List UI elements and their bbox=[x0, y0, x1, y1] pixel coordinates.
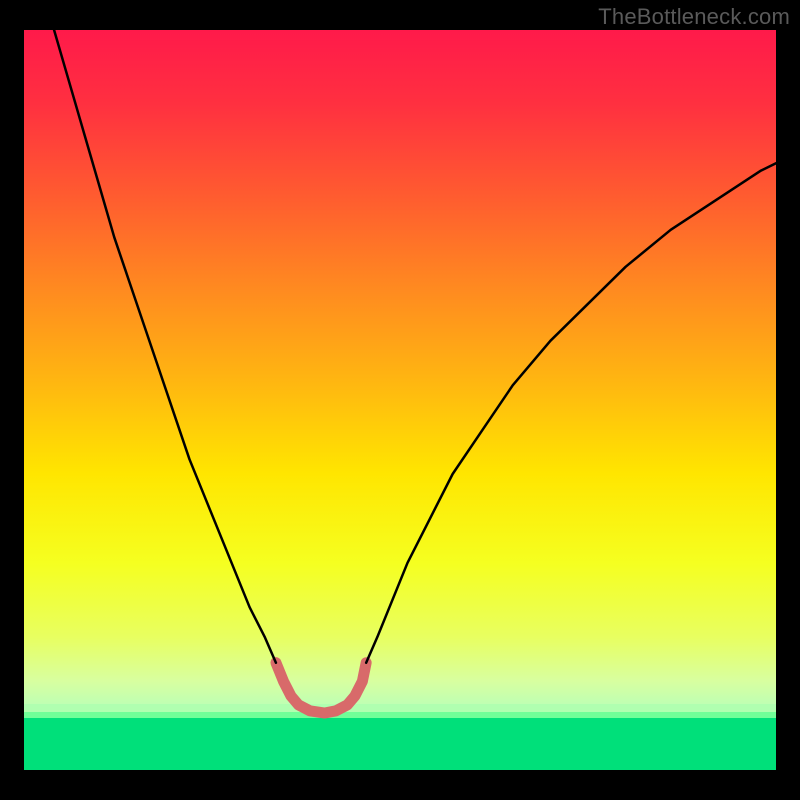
bottleneck-curve-chart bbox=[0, 0, 800, 800]
chart-canvas bbox=[0, 0, 800, 800]
root: TheBottleneck.com bbox=[0, 0, 800, 800]
bottom-stripes bbox=[24, 704, 776, 720]
watermark-text: TheBottleneck.com bbox=[598, 4, 790, 30]
plot-background bbox=[24, 30, 776, 770]
bottom-green-band bbox=[24, 718, 776, 770]
